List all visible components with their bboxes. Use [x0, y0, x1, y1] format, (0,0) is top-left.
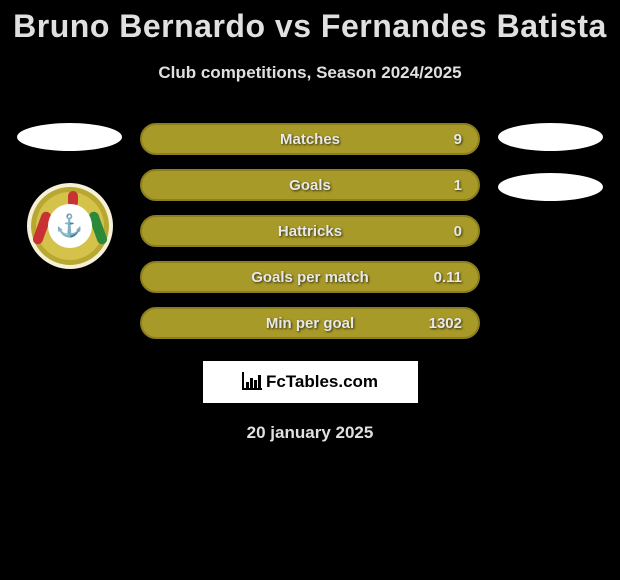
stat-label: Goals per match	[251, 269, 369, 286]
main-row: ⚓ Matches 9 Goals 1 Hattricks 0 Goals pe…	[0, 123, 620, 339]
stat-row-matches: Matches 9	[140, 123, 480, 155]
player-placeholder-right-1	[498, 123, 603, 151]
stat-value: 1302	[429, 315, 462, 332]
stat-value: 1	[454, 177, 462, 194]
chart-icon	[242, 372, 262, 393]
brand-box: FcTables.com	[203, 361, 418, 403]
player-placeholder-right-2	[498, 173, 603, 201]
stat-label: Goals	[289, 177, 331, 194]
player-placeholder-left	[17, 123, 122, 151]
stats-column: Matches 9 Goals 1 Hattricks 0 Goals per …	[140, 123, 480, 339]
anchor-icon: ⚓	[56, 213, 83, 239]
club-crest-left: ⚓	[27, 183, 113, 269]
stat-row-min-per-goal: Min per goal 1302	[140, 307, 480, 339]
stat-label: Matches	[280, 131, 340, 148]
stat-value: 0.11	[434, 269, 462, 286]
crest-center: ⚓	[48, 204, 92, 248]
right-column	[498, 123, 603, 201]
date-line: 20 january 2025	[0, 423, 620, 443]
stat-value: 0	[454, 223, 462, 240]
stat-label: Min per goal	[266, 315, 354, 332]
stat-row-hattricks: Hattricks 0	[140, 215, 480, 247]
stat-row-goals: Goals 1	[140, 169, 480, 201]
brand-text: FcTables.com	[266, 372, 378, 392]
comparison-card: Bruno Bernardo vs Fernandes Batista Club…	[0, 0, 620, 443]
page-title: Bruno Bernardo vs Fernandes Batista	[0, 8, 620, 45]
stat-label: Hattricks	[278, 223, 342, 240]
stat-value: 9	[454, 131, 462, 148]
stat-row-goals-per-match: Goals per match 0.11	[140, 261, 480, 293]
subtitle: Club competitions, Season 2024/2025	[0, 63, 620, 83]
left-column: ⚓	[17, 123, 122, 269]
